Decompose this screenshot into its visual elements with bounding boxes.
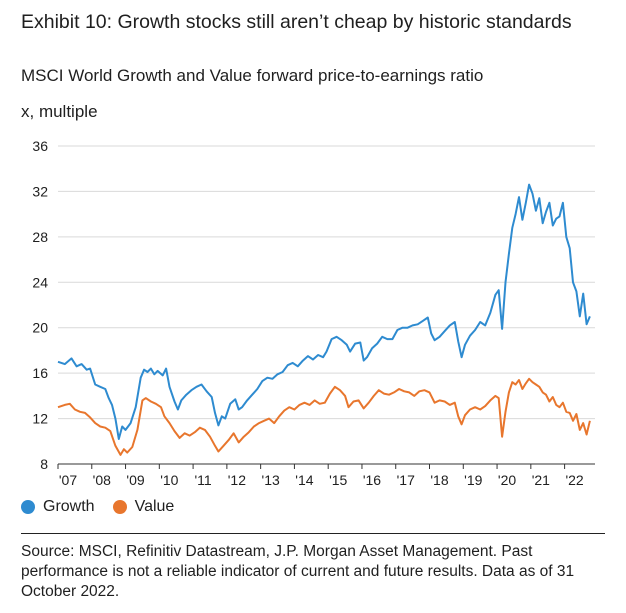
line-chart: 8 12 16 20 24 28 32 36 '07 '08 '09 '10 '11 '12 '13 '14… — [32, 138, 595, 488]
x-tick-label: '14 — [295, 472, 313, 488]
y-tick-label: 12 — [32, 411, 48, 427]
y-tick-label: 16 — [32, 365, 48, 381]
x-tick-label: '18 — [430, 472, 448, 488]
x-tick-label: '09 — [126, 472, 144, 488]
x-tick-label: '12 — [228, 472, 246, 488]
x-tick-label: '07 — [59, 472, 77, 488]
x-axis: '07 '08 '09 '10 '11 '12 '13 '14 '15 '16 '17 '18 '19 '… — [57, 463, 595, 488]
x-tick-label: '19 — [464, 472, 482, 488]
source-note: Source: MSCI, Refinitiv Datastream, J.P.… — [21, 543, 575, 600]
series-line-value — [57, 377, 591, 456]
y-tick-label: 24 — [32, 274, 48, 290]
legend-label-growth: Growth — [43, 498, 95, 515]
chart-title: Exhibit 10: Growth stocks still aren’t c… — [21, 11, 572, 33]
x-tick-label: '22 — [565, 472, 583, 488]
x-tick-label: '10 — [160, 472, 178, 488]
x-tick-label: '11 — [194, 472, 211, 488]
x-tick-label: '16 — [363, 472, 381, 488]
x-tick-label: '20 — [498, 472, 516, 488]
chart-subtitle: MSCI World Growth and Value forward pric… — [21, 66, 484, 85]
y-tick-label: 20 — [32, 320, 48, 336]
legend-label-value: Value — [134, 498, 175, 515]
legend: Growth Value — [21, 498, 192, 516]
x-tick-label: '08 — [93, 472, 111, 488]
x-tick-label: '17 — [397, 472, 415, 488]
x-tick-label: '13 — [262, 472, 280, 488]
legend-swatch-growth — [21, 500, 35, 514]
x-tick-label: '21 — [532, 472, 550, 488]
divider — [21, 533, 605, 534]
grid-lines — [58, 145, 595, 420]
y-axis-ticks: 8 12 16 20 24 28 32 36 — [32, 138, 48, 472]
y-tick-label: 8 — [40, 456, 48, 472]
legend-swatch-value — [112, 500, 127, 514]
y-tick-label: 36 — [32, 138, 48, 154]
series-lines — [57, 183, 591, 456]
y-tick-label: 32 — [32, 183, 48, 199]
y-tick-label: 28 — [32, 229, 48, 245]
x-tick-label: '15 — [329, 472, 347, 488]
series-line-growth — [57, 183, 591, 440]
legend-item-value: Value — [112, 498, 175, 516]
y-axis-label: x, multiple — [21, 102, 98, 121]
legend-item-growth: Growth — [21, 498, 95, 516]
